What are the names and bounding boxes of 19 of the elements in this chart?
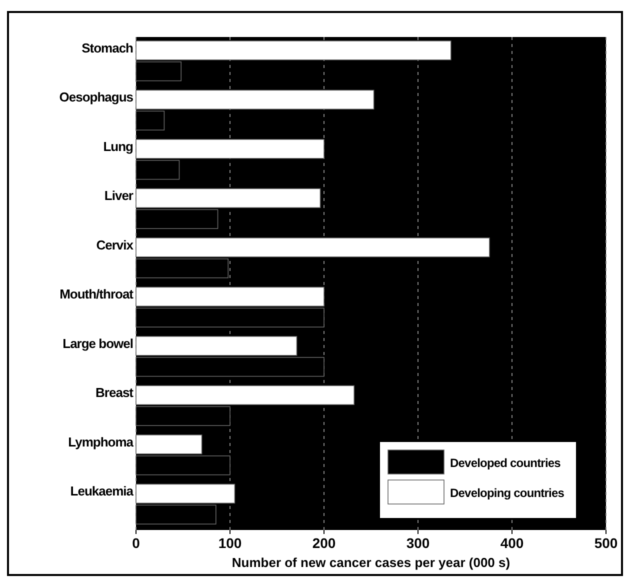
y-tick-label: Breast bbox=[96, 385, 134, 400]
legend-label: Developing countries bbox=[450, 486, 565, 500]
x-tick-label: 300 bbox=[406, 535, 430, 551]
x-tick-label: 100 bbox=[218, 535, 242, 551]
y-tick-label: Mouth/throat bbox=[60, 286, 134, 302]
y-tick-label: Leukaemia bbox=[70, 484, 134, 499]
y-tick-label: Cervix bbox=[96, 237, 134, 252]
y-tick-label: Lymphoma bbox=[68, 434, 134, 450]
x-tick-label: 0 bbox=[132, 535, 140, 551]
legend-label: Developed countries bbox=[450, 456, 562, 470]
x-tick-label: 400 bbox=[500, 535, 524, 551]
y-tick-label: Lung bbox=[103, 138, 134, 154]
y-tick-label: Oesophagus bbox=[59, 90, 134, 105]
x-tick-label: 500 bbox=[594, 535, 618, 551]
y-tick-label: Large bowel bbox=[62, 336, 133, 351]
y-tick-label: Stomach bbox=[82, 40, 134, 56]
x-axis-title: Number of new cancer cases per year (000 s) bbox=[232, 555, 510, 570]
x-tick-label: 200 bbox=[312, 535, 336, 551]
y-tick-label: Liver bbox=[104, 188, 134, 204]
